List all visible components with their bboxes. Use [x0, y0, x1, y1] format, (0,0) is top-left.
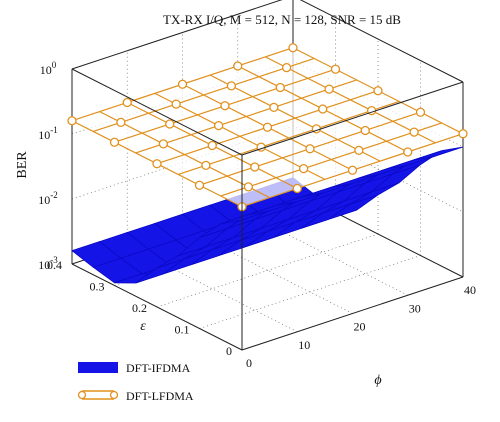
x-tick-label: 0.3: [90, 280, 105, 294]
y-tick-label: 40: [464, 283, 476, 297]
lfdma-point: [109, 137, 120, 147]
lfdma-point: [213, 120, 224, 131]
lfdma-point: [347, 165, 358, 175]
lfdma-point: [458, 129, 468, 139]
box-edge-front: [71, 68, 243, 156]
axis-ticks: 0 0.1 0.2 0.3 0.4 0 10 20 30 40 10-3 10-2 10-1 100: [38, 60, 476, 370]
z-tick-label: 10-3: [38, 255, 58, 272]
chart-title: TX-RX I/Q, M = 512, N = 128, SNR = 15 dB: [163, 12, 401, 27]
y-axis-label: ϕ: [374, 373, 381, 388]
legend-marker-lfdma-right: [109, 390, 119, 400]
grid-line-floor-x: [199, 255, 421, 329]
lfdma-point: [292, 183, 302, 194]
lfdma-mesh-line-y: [265, 56, 436, 144]
lfdma-point: [67, 116, 77, 126]
x-axis-label: ε: [140, 319, 146, 334]
lfdma-mesh-line-y: [99, 111, 270, 199]
lfdma-point: [403, 147, 413, 157]
lfdma-point: [243, 182, 254, 192]
z-axis-label: BER: [15, 151, 30, 179]
lfdma-point: [194, 180, 205, 190]
lfdma-point: [318, 104, 328, 114]
lfdma-point: [165, 119, 175, 129]
y-tick-label: 30: [409, 301, 421, 315]
lfdma-point: [275, 82, 285, 93]
z-tick-label: 10-1: [38, 125, 58, 142]
lfdma-point: [171, 99, 181, 109]
lfdma-point: [269, 102, 279, 113]
ifdma-surface-patch: [413, 146, 464, 161]
box-edge: [71, 0, 283, 70]
lfdma-point: [220, 101, 230, 111]
legend-swatch-ifdma: [78, 362, 118, 373]
lfdma-point: [373, 86, 383, 96]
box-edge: [299, 0, 464, 83]
lfdma-point: [250, 162, 260, 172]
legend-label-lfdma: DFT-LFDMA: [126, 389, 194, 403]
lfdma-point: [324, 84, 334, 94]
series-dft-lfdma: [67, 43, 468, 212]
y-tick-label: 0: [246, 356, 252, 370]
lfdma-point: [281, 62, 292, 73]
lfdma-point: [233, 61, 243, 71]
lfdma-point: [330, 64, 341, 74]
x-tick-label: 0.1: [175, 323, 190, 337]
series-dft-ifdma: [71, 146, 464, 284]
lfdma-point: [152, 159, 162, 169]
lfdma-mesh-line-y: [209, 74, 381, 162]
lfdma-point: [158, 139, 169, 149]
box-edge-front: [241, 276, 464, 351]
lfdma-point: [122, 97, 132, 108]
box-front-edges: [71, 68, 464, 351]
lfdma-point: [207, 140, 217, 151]
lfdma-point: [201, 160, 211, 171]
legend-label-ifdma: DFT-IFDMA: [126, 361, 191, 375]
lfdma-point: [298, 163, 309, 174]
x-tick-label: 0.4: [47, 258, 62, 272]
lfdma-point: [177, 79, 188, 89]
legend-item-lfdma: DFT-LFDMA: [77, 389, 194, 403]
legend: DFT-IFDMA DFT-LFDMA: [77, 361, 194, 403]
lfdma-mesh-line-y: [154, 92, 326, 180]
lfdma-point: [409, 127, 419, 137]
z-tick-label: 10-2: [38, 190, 58, 207]
x-tick-label: 0.2: [132, 301, 147, 315]
x-tick-label: 0: [226, 344, 232, 358]
lfdma-point: [354, 145, 364, 156]
lfdma-point: [262, 122, 273, 132]
legend-item-ifdma: DFT-IFDMA: [78, 361, 191, 375]
lfdma-point: [226, 81, 237, 91]
lfdma-point: [116, 117, 126, 128]
legend-marker-lfdma-left: [77, 390, 87, 400]
box-edge-front: [241, 81, 464, 156]
lfdma-point: [305, 144, 315, 154]
y-tick-label: 20: [354, 320, 366, 334]
y-tick-label: 10: [298, 338, 310, 352]
lfdma-point: [360, 125, 370, 136]
grid-line-floor-x: [156, 233, 379, 308]
lfdma-point: [288, 43, 298, 53]
z-tick-label: 100: [40, 60, 57, 77]
lfdma-point: [415, 107, 426, 117]
box-edge-front: [71, 263, 243, 351]
